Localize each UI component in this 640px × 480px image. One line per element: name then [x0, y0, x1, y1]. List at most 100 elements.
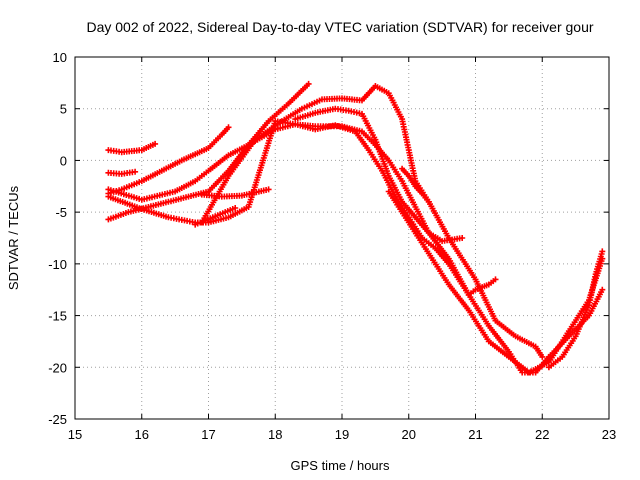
data-point — [267, 188, 269, 190]
data-series — [105, 81, 605, 376]
y-tick-label: -25 — [48, 412, 67, 427]
y-tick-label: 10 — [53, 50, 67, 65]
grid-lines — [75, 57, 609, 419]
data-point — [361, 99, 363, 101]
data-point — [221, 195, 223, 197]
data-point — [428, 252, 430, 254]
data-point — [221, 133, 223, 135]
data-point — [374, 139, 376, 141]
data-point — [401, 180, 403, 182]
x-tick-label: 20 — [402, 427, 416, 442]
data-point — [401, 168, 403, 170]
data-point — [234, 207, 236, 209]
data-point — [201, 221, 203, 223]
series-I — [199, 83, 546, 360]
data-point — [187, 195, 189, 197]
x-tick-label: 19 — [335, 427, 349, 442]
y-tick-label: -20 — [48, 360, 67, 375]
data-point — [408, 221, 410, 223]
data-point — [508, 356, 510, 358]
data-point — [314, 112, 316, 114]
data-point — [121, 173, 123, 175]
data-point — [287, 102, 289, 104]
series-E — [105, 118, 605, 375]
data-point — [428, 201, 430, 203]
data-point — [548, 366, 550, 368]
data-point — [294, 118, 296, 120]
data-point — [107, 172, 109, 174]
data-point — [247, 206, 249, 208]
data-point — [534, 345, 536, 347]
data-point — [401, 201, 403, 203]
data-point — [134, 171, 136, 173]
data-point — [388, 175, 390, 177]
data-point — [401, 118, 403, 120]
y-tick-label: -5 — [55, 205, 67, 220]
data-point — [281, 120, 283, 122]
data-point — [141, 149, 143, 151]
x-tick-label: 15 — [68, 427, 82, 442]
data-point — [194, 153, 196, 155]
y-tick-label: 5 — [60, 102, 67, 117]
data-point — [568, 330, 570, 332]
data-point — [201, 193, 203, 195]
data-point — [341, 97, 343, 99]
data-point — [227, 175, 229, 177]
data-point — [267, 120, 269, 122]
data-point — [307, 83, 309, 85]
data-point — [474, 278, 476, 280]
data-point — [147, 206, 149, 208]
data-point — [121, 188, 123, 190]
data-point — [107, 218, 109, 220]
data-point — [227, 126, 229, 128]
data-point — [594, 273, 596, 275]
data-point — [561, 356, 563, 358]
data-point — [541, 356, 543, 358]
data-point — [154, 143, 156, 145]
data-point — [127, 211, 129, 213]
data-point — [448, 257, 450, 259]
data-point — [167, 216, 169, 218]
series-A-markers — [105, 141, 158, 155]
data-point — [528, 371, 530, 373]
data-point — [461, 237, 463, 239]
data-point — [174, 190, 176, 192]
data-point — [588, 314, 590, 316]
data-point — [347, 110, 349, 112]
data-point — [488, 340, 490, 342]
x-tick-label: 21 — [468, 427, 482, 442]
data-point — [301, 108, 303, 110]
data-point — [374, 85, 376, 87]
data-point — [361, 113, 363, 115]
y-tick-label: -15 — [48, 309, 67, 324]
data-point — [361, 130, 363, 132]
data-point — [388, 92, 390, 94]
data-point — [334, 108, 336, 110]
data-point — [414, 216, 416, 218]
data-point — [414, 185, 416, 187]
x-tick-label: 17 — [201, 427, 215, 442]
data-point — [214, 215, 216, 217]
data-point — [494, 278, 496, 280]
data-point — [167, 201, 169, 203]
data-point — [227, 154, 229, 156]
data-point — [321, 98, 323, 100]
data-point — [381, 170, 383, 172]
data-point — [207, 170, 209, 172]
data-point — [107, 149, 109, 151]
data-point — [468, 309, 470, 311]
y-tick-label: -10 — [48, 257, 67, 272]
x-tick-label: 18 — [268, 427, 282, 442]
data-point — [227, 216, 229, 218]
data-point — [514, 335, 516, 337]
data-point — [441, 240, 443, 242]
data-point — [448, 283, 450, 285]
chart-title: Day 002 of 2022, Sidereal Day-to-day VTE… — [86, 19, 593, 35]
data-point — [207, 190, 209, 192]
data-point — [388, 159, 390, 161]
x-axis-label: GPS time / hours — [291, 458, 390, 473]
x-tick-label: 23 — [602, 427, 616, 442]
data-point — [241, 194, 243, 196]
data-point — [194, 180, 196, 182]
data-point — [428, 232, 430, 234]
